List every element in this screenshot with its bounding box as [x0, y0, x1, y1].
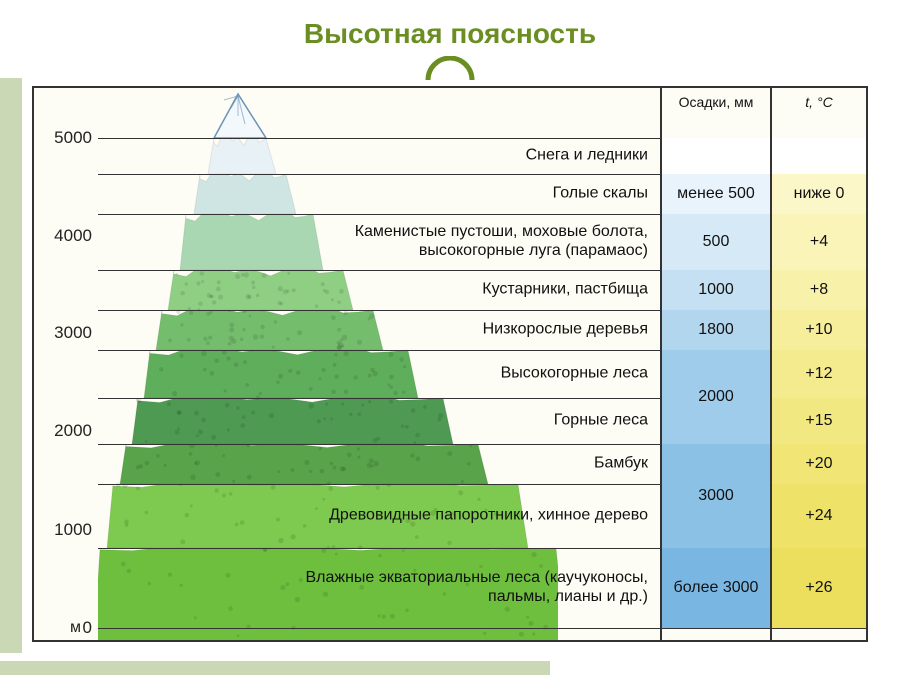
- precip-cell: 1000: [662, 270, 770, 310]
- precip-cell: [662, 138, 770, 174]
- y-tick: 3000: [54, 323, 92, 343]
- temp-header: t, °C: [772, 88, 866, 138]
- y-tick: 1000: [54, 520, 92, 540]
- y-axis-unit: м: [70, 619, 81, 637]
- temp-cell: +10: [772, 310, 866, 350]
- temp-cell: +26: [772, 548, 866, 628]
- page-title: Высотная поясность: [0, 0, 900, 56]
- y-tick: 0: [83, 618, 92, 638]
- temp-cell: +24: [772, 484, 866, 548]
- y-tick: 2000: [54, 421, 92, 441]
- zone-label: Снега и ледники: [526, 147, 648, 166]
- temp-cell: +8: [772, 270, 866, 310]
- temp-cell: +15: [772, 398, 866, 444]
- precipitation-column: Осадки, мм менее 5005001000180020003000б…: [660, 88, 770, 640]
- zone-label: Каменистые пустоши, моховые болота, высо…: [288, 223, 648, 261]
- zone-label: Кустарники, пастбища: [482, 281, 648, 300]
- accent-stripe-bottom: [0, 661, 550, 675]
- precip-cell: 2000: [662, 350, 770, 444]
- temp-cell: +4: [772, 214, 866, 270]
- diagram-area: 010002000300040005000м Снега и ледникиГо…: [34, 88, 866, 640]
- precip-cell: более 3000: [662, 548, 770, 628]
- mountain-graphic: [98, 88, 558, 642]
- precip-cell: 3000: [662, 444, 770, 548]
- temp-cell: [772, 138, 866, 174]
- precip-cell: менее 500: [662, 174, 770, 214]
- diagram-frame: 010002000300040005000м Снега и ледникиГо…: [32, 86, 868, 642]
- temp-cell: +12: [772, 350, 866, 398]
- zone-label: Голые скалы: [553, 185, 648, 204]
- arc-decoration: [0, 56, 900, 80]
- zone-label: Бамбук: [594, 455, 648, 474]
- precip-cell: 500: [662, 214, 770, 270]
- zone-label: Низкорослые деревья: [483, 321, 648, 340]
- precip-header: Осадки, мм: [662, 88, 770, 138]
- zone-label: Древовидные папоротники, хинное дерево: [329, 507, 648, 526]
- y-axis: 0 1000 2000 3000 4000 5000 м: [34, 88, 98, 640]
- y-tick: 4000: [54, 226, 92, 246]
- temperature-column: t, °C ниже 0+4+8+10+12+15+20+24+26: [770, 88, 866, 640]
- zone-label: Влажные экваториальные леса (каучуконосы…: [288, 569, 648, 607]
- precip-cell: 1800: [662, 310, 770, 350]
- temp-cell: +20: [772, 444, 866, 484]
- zone-label: Горные леса: [554, 412, 648, 431]
- y-tick: 5000: [54, 128, 92, 148]
- accent-stripe-left: [0, 78, 22, 653]
- temp-cell: ниже 0: [772, 174, 866, 214]
- zone-label: Высокогорные леса: [501, 365, 648, 384]
